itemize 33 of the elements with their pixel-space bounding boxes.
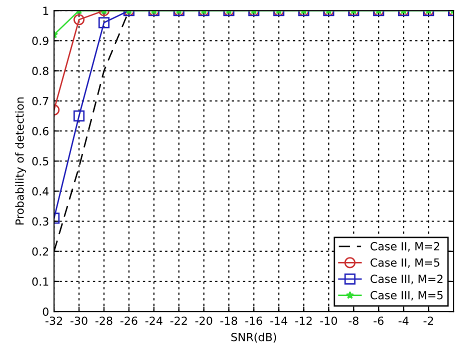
x-tick-label: -16 (245, 316, 262, 325)
x-axis-title: SNR(dB) (231, 332, 276, 343)
x-tick-label: -28 (95, 316, 112, 325)
y-tick-label: 0.6 (32, 126, 48, 136)
y-tick-label: 0.8 (32, 66, 48, 76)
x-tick-label: -22 (170, 316, 187, 325)
y-tick-label: 0.1 (32, 277, 48, 286)
legend-label: Case III, M=2 (370, 274, 442, 284)
x-tick-label: -20 (195, 316, 212, 325)
x-tick-label: -6 (374, 316, 384, 325)
x-tick-label: -26 (120, 316, 138, 325)
y-tick-label: 1 (43, 6, 48, 15)
y-axis-title: Probability of detection (15, 98, 26, 224)
y-tick-label: 0.9 (32, 36, 48, 46)
x-tick-label: -8 (348, 316, 358, 325)
y-tick-label: 0.3 (32, 217, 48, 226)
legend-label: Case III, M=5 (370, 290, 443, 300)
x-tick-label: -4 (398, 316, 409, 325)
x-tick-label: -10 (320, 316, 338, 325)
x-tick-label: -2 (424, 316, 434, 325)
x-tick-label: -18 (220, 316, 238, 325)
legend-label: Case II, M=2 (370, 242, 440, 252)
y-tick-label: 0.5 (32, 157, 48, 166)
x-tick-label: -12 (295, 316, 312, 325)
y-tick-label: 0.2 (32, 247, 48, 256)
legend-label: Case II, M=5 (370, 258, 440, 268)
x-tick-label: -14 (270, 316, 288, 325)
y-tick-label: 0.4 (32, 187, 49, 196)
y-tick-label: 0 (42, 307, 48, 316)
x-tick-label: -24 (145, 316, 162, 325)
x-tick-label: -30 (70, 316, 88, 325)
x-tick-label: -32 (46, 316, 62, 325)
y-tick-label: 0.7 (32, 96, 48, 106)
